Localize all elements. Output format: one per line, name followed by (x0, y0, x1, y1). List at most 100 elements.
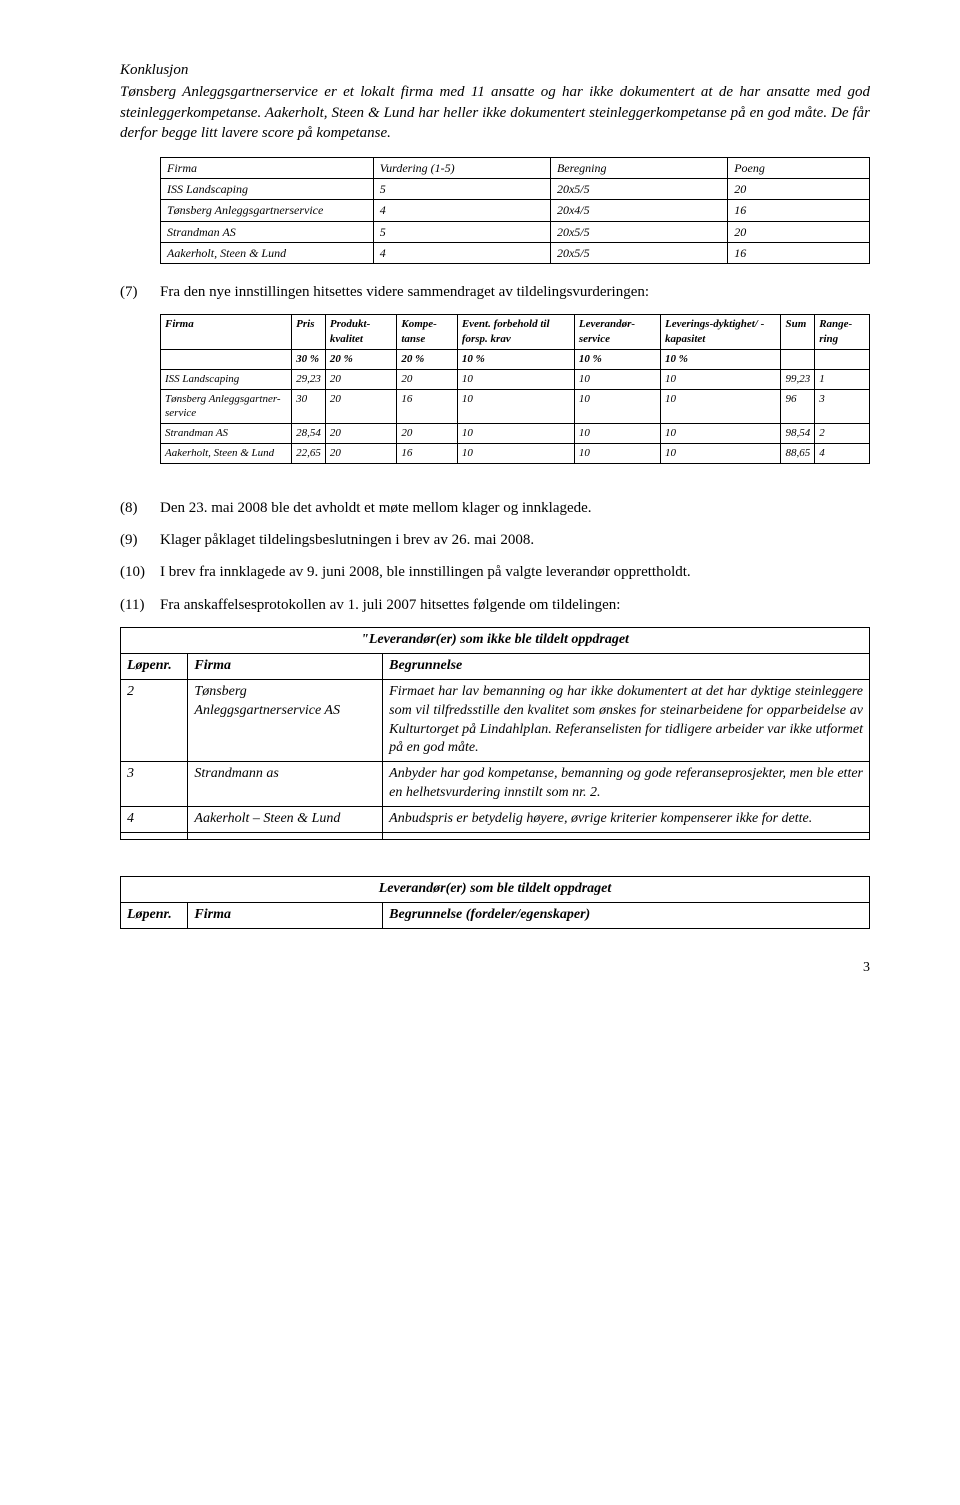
h: Firma (188, 653, 383, 679)
cell: 20x5/5 (550, 221, 727, 242)
cell: 29,23 (292, 369, 326, 389)
table-row: Tønsberg Anleggsgartner-service 30 20 16… (161, 389, 870, 424)
tbl1-h3: Poeng (728, 158, 870, 179)
cell: 5 (373, 221, 550, 242)
table-title: Leverandør(er) som ble tildelt oppdraget (121, 876, 870, 902)
item-num: (8) (120, 498, 160, 518)
table-scores: Firma Vurdering (1-5) Beregning Poeng IS… (160, 157, 870, 264)
cell: 96 (781, 389, 815, 424)
table-row: 4 Aakerholt – Steen & Lund Anbudspris er… (121, 807, 870, 833)
h: Leverings-dyktighet/ - kapasitet (660, 315, 780, 350)
table-summary: Firma Pris Produkt-kvalitet Kompe-tanse … (160, 314, 870, 464)
cell: 20 (325, 444, 396, 464)
table-row (121, 832, 870, 839)
cell: 20 (728, 221, 870, 242)
cell: Strandmann as (188, 762, 383, 807)
cell (815, 349, 870, 369)
cell: Aakerholt, Steen & Lund (161, 444, 292, 464)
cell: Anbyder har god kompetanse, bemanning og… (383, 762, 870, 807)
h: Produkt-kvalitet (325, 315, 396, 350)
table-awarded: Leverandør(er) som ble tildelt oppdraget… (120, 876, 870, 929)
table-row: Aakerholt, Steen & Lund 4 20x5/5 16 (161, 242, 870, 263)
cell: 10 % (457, 349, 574, 369)
cell: 10 (457, 444, 574, 464)
cell: Tønsberg Anleggsgartner-service (161, 389, 292, 424)
item-text: I brev fra innklagede av 9. juni 2008, b… (160, 562, 870, 582)
cell: Tønsberg Anleggsgartnerservice AS (188, 679, 383, 762)
item-text: Klager påklaget tildelingsbeslutningen i… (160, 530, 870, 550)
item-num: (9) (120, 530, 160, 550)
cell: Aakerholt, Steen & Lund (161, 242, 374, 263)
table-row: Strandman AS 5 20x5/5 20 (161, 221, 870, 242)
cell: 4 (373, 242, 550, 263)
cell: 99,23 (781, 369, 815, 389)
cell: 20 % (325, 349, 396, 369)
page-number: 3 (120, 959, 870, 978)
item-7: (7) Fra den nye innstillingen hitsettes … (120, 282, 870, 302)
item-text: Fra anskaffelsesprotokollen av 1. juli 2… (160, 595, 870, 615)
cell: 20 (397, 369, 457, 389)
cell: 20 (728, 179, 870, 200)
cell: 20x4/5 (550, 200, 727, 221)
cell: Strandman AS (161, 221, 374, 242)
cell: 3 (121, 762, 188, 807)
cell: 4 (121, 807, 188, 833)
item-text: Fra den nye innstillingen hitsettes vide… (160, 282, 870, 302)
pct-row: 30 % 20 % 20 % 10 % 10 % 10 % (161, 349, 870, 369)
cell: 16 (397, 389, 457, 424)
h: Kompe-tanse (397, 315, 457, 350)
item-10: (10) I brev fra innklagede av 9. juni 20… (120, 562, 870, 582)
h: Firma (188, 902, 383, 928)
cell: 98,54 (781, 424, 815, 444)
h: Range-ring (815, 315, 870, 350)
cell: 4 (815, 444, 870, 464)
cell: 20x5/5 (550, 179, 727, 200)
cell: 20 (325, 424, 396, 444)
cell: 10 (457, 389, 574, 424)
h: Leverandør-service (574, 315, 660, 350)
cell (161, 349, 292, 369)
h: Pris (292, 315, 326, 350)
table-row: ISS Landscaping 29,23 20 20 10 10 10 99,… (161, 369, 870, 389)
cell: 10 (457, 424, 574, 444)
cell: Aakerholt – Steen & Lund (188, 807, 383, 833)
cell: Firmaet har lav bemanning og har ikke do… (383, 679, 870, 762)
tbl1-h0: Firma (161, 158, 374, 179)
cell: ISS Landscaping (161, 179, 374, 200)
table-not-awarded: "Leverandør(er) som ikke ble tildelt opp… (120, 627, 870, 840)
table-row: ISS Landscaping 5 20x5/5 20 (161, 179, 870, 200)
cell: 20 (325, 369, 396, 389)
cell: 10 (574, 389, 660, 424)
cell: 16 (728, 242, 870, 263)
cell: 30 (292, 389, 326, 424)
cell: Strandman AS (161, 424, 292, 444)
cell: 20 % (397, 349, 457, 369)
h: Løpenr. (121, 653, 188, 679)
cell: ISS Landscaping (161, 369, 292, 389)
cell: 20x5/5 (550, 242, 727, 263)
cell: 10 (574, 444, 660, 464)
table-row: Tønsberg Anleggsgartnerservice 4 20x4/5 … (161, 200, 870, 221)
h: Løpenr. (121, 902, 188, 928)
table-title: "Leverandør(er) som ikke ble tildelt opp… (121, 627, 870, 653)
cell: 10 (457, 369, 574, 389)
cell: 2 (815, 424, 870, 444)
cell: 10 % (660, 349, 780, 369)
cell: 20 (397, 424, 457, 444)
cell (781, 349, 815, 369)
item-num: (11) (120, 595, 160, 615)
h: Sum (781, 315, 815, 350)
section-heading: Konklusjon (120, 60, 870, 80)
h: Firma (161, 315, 292, 350)
table-row: 2 Tønsberg Anleggsgartnerservice AS Firm… (121, 679, 870, 762)
cell: Anbudspris er betydelig høyere, øvrige k… (383, 807, 870, 833)
item-11: (11) Fra anskaffelsesprotokollen av 1. j… (120, 595, 870, 615)
cell: 30 % (292, 349, 326, 369)
h: Begrunnelse (fordeler/egenskaper) (383, 902, 870, 928)
cell: 4 (373, 200, 550, 221)
cell: Tønsberg Anleggsgartnerservice (161, 200, 374, 221)
cell: 20 (325, 389, 396, 424)
cell: 28,54 (292, 424, 326, 444)
cell: 10 (660, 389, 780, 424)
item-9: (9) Klager påklaget tildelingsbeslutning… (120, 530, 870, 550)
